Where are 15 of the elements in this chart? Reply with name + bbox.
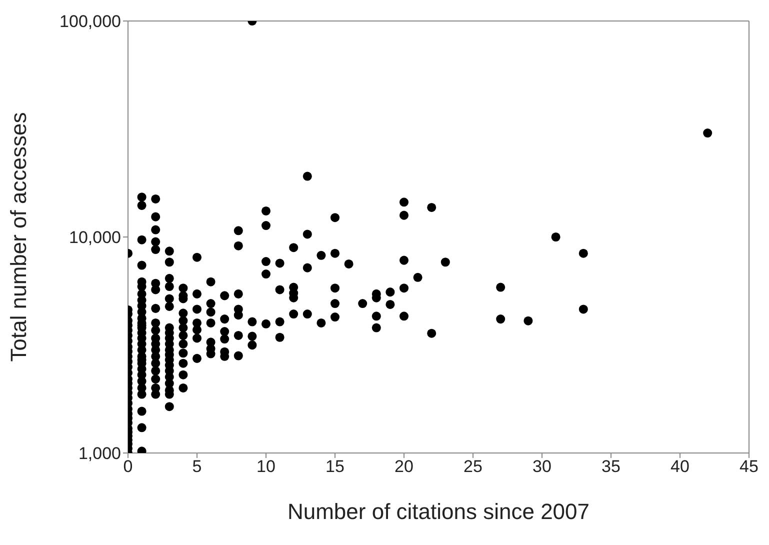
x-tick-label: 15 (326, 457, 344, 476)
x-tick-label: 0 (123, 457, 133, 476)
x-tick-label: 45 (740, 457, 758, 476)
x-tick-label: 25 (464, 457, 482, 476)
x-tick-label: 10 (256, 457, 276, 476)
x-axis-title: Number of citations since 2007 (287, 499, 590, 524)
x-tick-label: 30 (532, 457, 552, 476)
x-tick-label: 5 (192, 457, 202, 476)
x-tick-label: 20 (394, 457, 414, 476)
x-tick-label: 40 (670, 457, 690, 476)
x-tick-label: 35 (602, 457, 620, 476)
y-tick-label: 100,000 (60, 12, 121, 32)
y-tick-label: 10,000 (69, 228, 121, 248)
y-tick-label: 1,000 (78, 444, 121, 464)
y-axis-title: Total number of accesses (6, 112, 31, 362)
